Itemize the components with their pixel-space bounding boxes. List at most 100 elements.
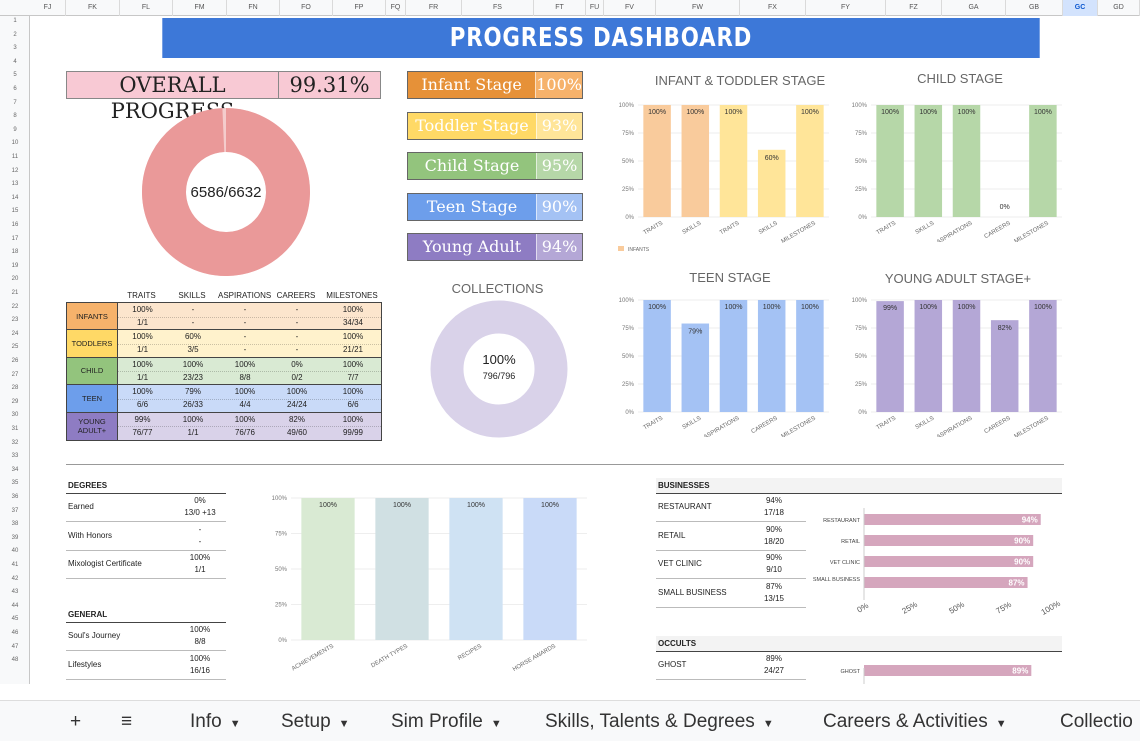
row-number[interactable]: 6 bbox=[13, 86, 17, 92]
row-number[interactable]: 46 bbox=[11, 630, 19, 636]
row-number[interactable]: 21 bbox=[11, 290, 19, 296]
row-number[interactable]: 37 bbox=[11, 507, 19, 514]
column-header[interactable]: FQ bbox=[386, 0, 406, 16]
column-header[interactable]: FW bbox=[656, 0, 740, 16]
bar bbox=[796, 300, 824, 412]
column-header[interactable]: FN bbox=[227, 0, 280, 16]
column-header[interactable]: FZ bbox=[886, 0, 942, 16]
row-number[interactable]: 1 bbox=[13, 18, 17, 24]
row-number[interactable]: 33 bbox=[11, 453, 19, 460]
row-number[interactable]: 12 bbox=[11, 167, 19, 174]
sheet-tab[interactable]: Careers & Activities ▼ bbox=[823, 711, 1007, 733]
data-label: 100% bbox=[1034, 304, 1052, 311]
chevron-down-icon[interactable]: ▼ bbox=[229, 718, 241, 730]
row-number[interactable]: 39 bbox=[11, 534, 19, 541]
row-number[interactable]: 27 bbox=[11, 371, 19, 378]
row-number[interactable]: 41 bbox=[11, 562, 19, 568]
row-number[interactable]: 22 bbox=[11, 303, 19, 310]
table-row-label: TODDLERS bbox=[67, 330, 118, 357]
column-header[interactable]: FX bbox=[740, 0, 806, 16]
column-header[interactable]: FR bbox=[406, 0, 462, 16]
column-header[interactable]: GA bbox=[942, 0, 1006, 16]
table-cell-count: - bbox=[295, 345, 299, 355]
row-divider bbox=[66, 578, 226, 579]
row-number[interactable]: 29 bbox=[11, 398, 19, 405]
column-header[interactable]: FK bbox=[66, 0, 120, 16]
row-number[interactable]: 10 bbox=[11, 140, 19, 147]
row-number[interactable]: 24 bbox=[11, 330, 19, 337]
sheet-tab[interactable]: Skills, Talents & Degrees ▼ bbox=[545, 711, 774, 733]
row-pct: 90% bbox=[765, 553, 782, 562]
y-tick-label: GHOST bbox=[840, 669, 860, 675]
overall-donut-label: 6586/6632 bbox=[191, 184, 262, 201]
data-label: 100% bbox=[648, 109, 666, 116]
row-number[interactable]: 36 bbox=[11, 494, 19, 500]
sheet-tab[interactable]: Sim Profile ▼ bbox=[391, 711, 502, 733]
column-header[interactable]: FT bbox=[534, 0, 586, 16]
column-header[interactable]: FL bbox=[120, 0, 173, 16]
column-header[interactable]: FS bbox=[462, 0, 534, 16]
row-number[interactable]: 3 bbox=[13, 45, 17, 52]
column-header[interactable]: GD bbox=[1098, 0, 1140, 16]
column-header[interactable]: FV bbox=[604, 0, 656, 16]
row-number[interactable]: 14 bbox=[11, 194, 19, 201]
row-number[interactable]: 17 bbox=[11, 235, 19, 242]
row-number[interactable]: 23 bbox=[11, 317, 19, 324]
sheet-tab[interactable]: Info ▼ bbox=[190, 711, 241, 733]
row-number[interactable]: 25 bbox=[11, 344, 19, 351]
bar bbox=[864, 665, 1032, 676]
all-sheets-menu-icon[interactable]: ≡ bbox=[121, 711, 133, 732]
row-number[interactable]: 11 bbox=[11, 154, 19, 160]
row-number[interactable]: 20 bbox=[11, 276, 19, 283]
chevron-down-icon[interactable]: ▼ bbox=[490, 718, 502, 730]
row-number[interactable]: 45 bbox=[11, 616, 19, 623]
column-header[interactable]: FO bbox=[280, 0, 333, 16]
row-number[interactable]: 35 bbox=[11, 480, 19, 487]
row-number[interactable]: 47 bbox=[11, 643, 19, 650]
row-number[interactable]: 7 bbox=[13, 99, 17, 106]
row-number[interactable]: 8 bbox=[13, 113, 17, 120]
sheet-tab[interactable]: Collectio bbox=[1060, 711, 1133, 733]
row-number[interactable]: 26 bbox=[11, 358, 19, 364]
column-header[interactable]: GB bbox=[1006, 0, 1063, 16]
row-number[interactable]: 44 bbox=[11, 602, 19, 609]
row-number[interactable]: 4 bbox=[13, 58, 17, 65]
row-count: 13/15 bbox=[763, 593, 785, 603]
row-number[interactable]: 19 bbox=[11, 262, 19, 269]
column-header[interactable]: FM bbox=[173, 0, 227, 16]
row-number[interactable]: 34 bbox=[11, 466, 19, 473]
bar bbox=[523, 498, 577, 640]
bar bbox=[375, 498, 429, 640]
row-number[interactable]: 9 bbox=[13, 126, 17, 133]
sheet-tab[interactable]: Setup ▼ bbox=[281, 711, 350, 733]
data-label: 100% bbox=[319, 502, 337, 509]
add-sheet-button[interactable]: + bbox=[70, 711, 82, 732]
column-header[interactable]: GC bbox=[1063, 0, 1098, 16]
chevron-down-icon[interactable]: ▼ bbox=[338, 718, 350, 730]
row-number[interactable]: 13 bbox=[11, 181, 19, 188]
row-number[interactable]: 40 bbox=[11, 548, 19, 555]
row-number[interactable]: 43 bbox=[11, 589, 19, 596]
column-header[interactable]: FY bbox=[806, 0, 886, 16]
row-number[interactable]: 42 bbox=[11, 575, 19, 582]
table-cell-pct: 79% bbox=[184, 387, 201, 397]
row-number[interactable]: 32 bbox=[11, 439, 19, 446]
row-number[interactable]: 18 bbox=[11, 249, 19, 256]
column-header[interactable]: FJ bbox=[30, 0, 66, 16]
row-number[interactable]: 48 bbox=[11, 657, 19, 664]
row-number[interactable]: 30 bbox=[11, 412, 19, 419]
column-header[interactable]: FU bbox=[586, 0, 604, 16]
x-tick-label: MILESTONES bbox=[1013, 221, 1049, 242]
row-label: RESTAURANT bbox=[658, 502, 712, 511]
chevron-down-icon[interactable]: ▼ bbox=[762, 718, 774, 730]
row-number[interactable]: 31 bbox=[11, 426, 19, 432]
row-number[interactable]: 38 bbox=[11, 521, 19, 528]
row-number[interactable]: 15 bbox=[11, 208, 19, 215]
chevron-down-icon[interactable]: ▼ bbox=[995, 718, 1007, 730]
row-number[interactable]: 2 bbox=[13, 31, 17, 38]
row-number[interactable]: 16 bbox=[11, 222, 19, 228]
row-number[interactable]: 5 bbox=[13, 72, 17, 79]
table-cell-pct: 100% bbox=[182, 414, 204, 424]
column-header[interactable]: FP bbox=[333, 0, 386, 16]
row-number[interactable]: 28 bbox=[11, 385, 19, 392]
